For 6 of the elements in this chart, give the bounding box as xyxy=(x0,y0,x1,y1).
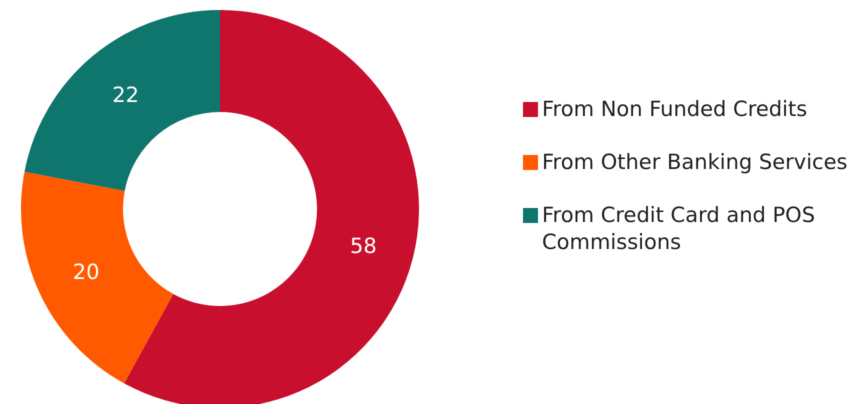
data-label: 22 xyxy=(112,82,140,107)
legend-label: From Non Funded Credits xyxy=(542,96,808,123)
legend-label: From Other Banking Services xyxy=(542,149,848,176)
data-label: 58 xyxy=(350,234,377,258)
legend-label: From Credit Card and POS Commissions xyxy=(542,202,816,256)
data-label: 20 xyxy=(72,260,100,284)
